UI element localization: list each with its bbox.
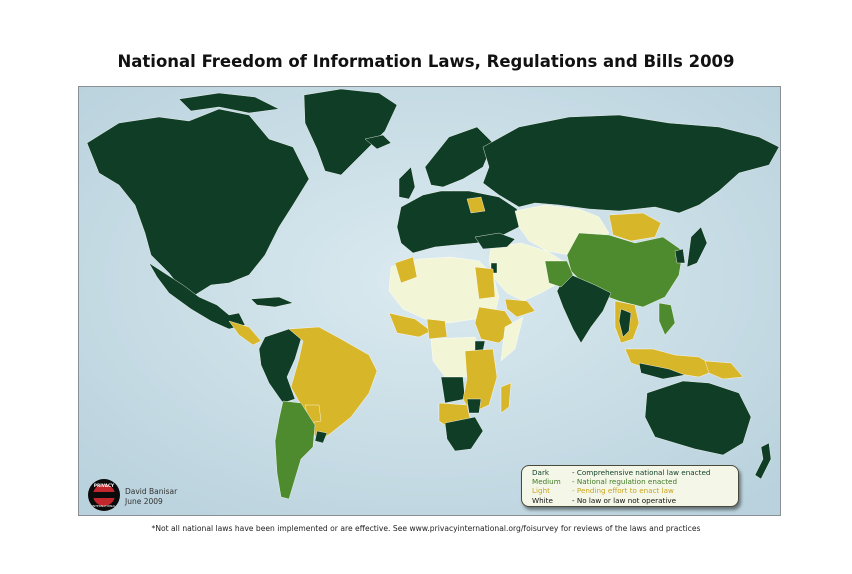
region-south-africa — [444, 416, 484, 452]
region-mongolia — [608, 212, 662, 242]
logo-text-bottom: INTERNATIONAL — [92, 504, 116, 508]
region-arctic-islands — [178, 92, 280, 114]
region-north-america — [86, 108, 310, 296]
footnote: *Not all national laws have been impleme… — [151, 524, 701, 533]
region-somalia — [500, 316, 524, 362]
legend-desc-dark: - Comprehensive national law enacted — [572, 468, 711, 477]
region-west-africa — [388, 312, 432, 338]
region-india — [556, 272, 612, 344]
legend-desc-white: - No law or law not operative — [572, 495, 676, 505]
region-turkey — [474, 232, 516, 250]
region-indonesia-dark — [638, 362, 686, 380]
legend-row-light: Light - Pending effort to enact law — [532, 486, 738, 495]
legend-row-medium: Medium - National regulation enacted — [532, 477, 738, 486]
region-greenland — [303, 88, 398, 176]
region-uruguay — [314, 430, 328, 444]
region-central-america — [228, 320, 262, 346]
world-map — [78, 86, 781, 516]
region-philippines — [658, 302, 676, 336]
region-belarus — [466, 196, 486, 214]
region-east-africa — [462, 348, 498, 414]
map-title: National Freedom of Information Laws, Re… — [117, 52, 735, 71]
region-scandinavia — [424, 126, 494, 188]
legend-desc-light: - Pending effort to enact law — [572, 486, 674, 496]
region-new-zealand — [754, 442, 772, 480]
region-egypt — [474, 266, 496, 300]
region-zimbabwe — [466, 398, 482, 414]
legend-key-light: Light — [532, 486, 550, 496]
region-korea — [674, 248, 686, 264]
legend-key-dark: Dark — [532, 468, 550, 477]
logo-text-top: PRIVACY — [94, 483, 115, 488]
region-argentina — [274, 400, 316, 500]
region-madagascar — [500, 382, 512, 414]
credit: David Banisar June 2009 — [125, 487, 177, 507]
region-yemen — [504, 298, 536, 318]
region-australia — [644, 380, 752, 456]
region-pakistan — [544, 260, 574, 288]
legend-key-white: White — [532, 495, 553, 505]
region-mexico — [148, 262, 246, 330]
legend-desc-medium: - National regulation enacted — [572, 477, 678, 487]
region-russia — [482, 114, 780, 214]
region-uk — [398, 166, 416, 200]
region-nigeria — [426, 318, 448, 340]
region-papua — [704, 360, 744, 380]
region-angola — [440, 376, 466, 404]
region-morocco — [394, 256, 418, 284]
map-legend: Dark - Comprehensive national law enacted… — [521, 465, 739, 507]
legend-row-dark: Dark - Comprehensive national law enacted — [532, 468, 738, 477]
region-thailand — [618, 308, 632, 338]
region-japan — [686, 226, 708, 268]
region-iceland — [364, 134, 392, 150]
credit-date: June 2009 — [125, 497, 163, 506]
legend-row-white: White - No law or law not operative — [532, 496, 738, 505]
world-map-svg — [79, 87, 780, 515]
region-caribbean — [250, 296, 294, 308]
privacy-international-logo-icon: PRIVACY INTERNATIONAL — [88, 479, 120, 511]
credit-author: David Banisar — [125, 487, 178, 496]
legend-key-medium: Medium — [532, 477, 561, 487]
